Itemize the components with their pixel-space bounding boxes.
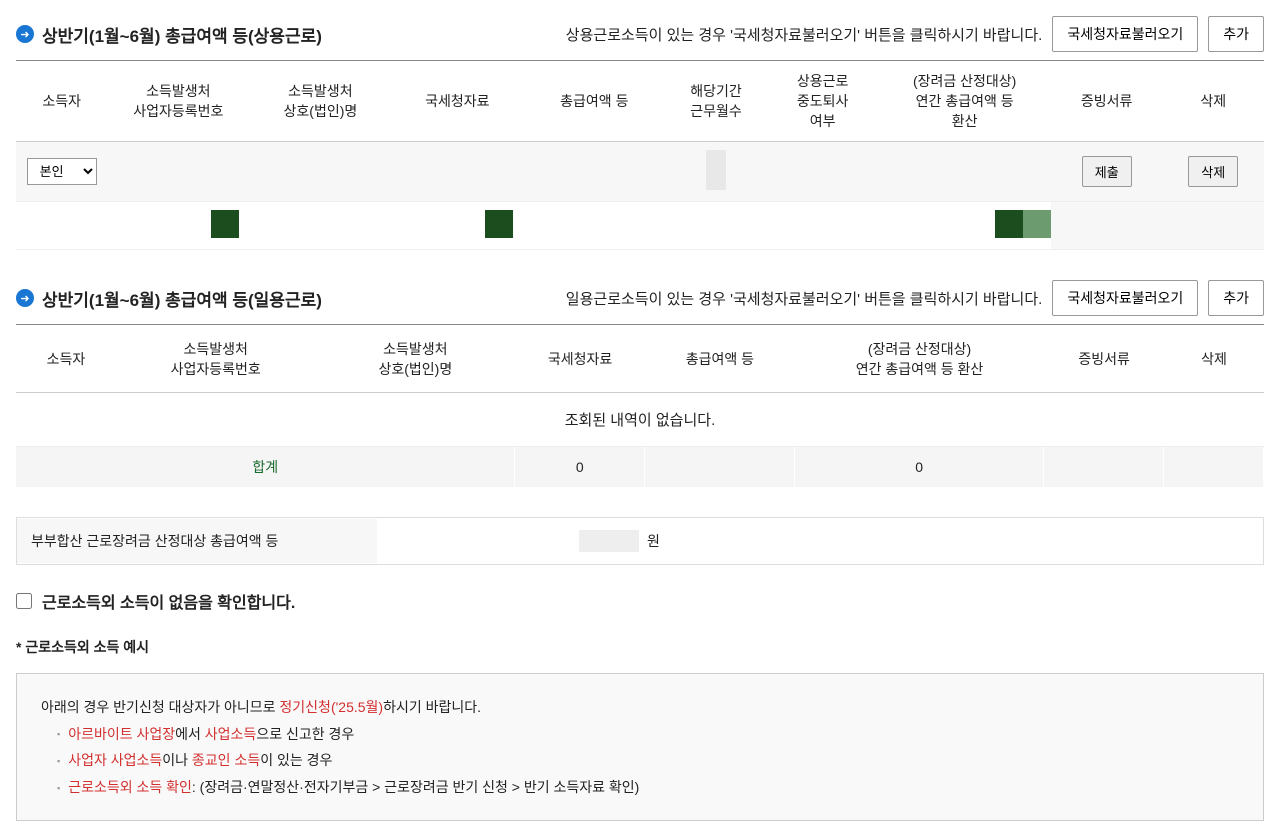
info-bullet-1: 아르바이트 사업장에서 사업소득으로 신고한 경우	[57, 721, 1239, 748]
col-biz-name: 소득발생처상호(법인)명	[316, 325, 516, 393]
submit-button[interactable]: 제출	[1082, 156, 1132, 187]
redacted-cell	[706, 150, 726, 190]
redacted-value	[579, 530, 639, 552]
col-resign: 상용근로중도퇴사여부	[767, 61, 879, 142]
table-regular-income: 소득자 소득발생처사업자등록번호 소득발생처상호(법인)명 국세청자료 총급여액…	[16, 60, 1264, 250]
load-nts-button-2[interactable]: 국세청자료불러오기	[1052, 280, 1198, 316]
load-nts-button-1[interactable]: 국세청자료불러오기	[1052, 16, 1198, 52]
no-other-income-label: 근로소득외 소득이 없음을 확인합니다.	[42, 589, 295, 613]
col-nts-data: 국세청자료	[391, 61, 523, 142]
table-row: 본인 제출 삭제	[16, 142, 1264, 202]
sum-table: 합계 0 0	[16, 447, 1264, 487]
col-total-pay: 총급여액 등	[523, 61, 665, 142]
sum-value-1: 0	[515, 447, 645, 487]
col-delete: 삭제	[1163, 61, 1265, 142]
section1-notice: 상용근로소득이 있는 경우 '국세청자료불러오기' 버튼을 클릭하시기 바랍니다…	[566, 24, 1043, 45]
arrow-right-icon: ➜	[16, 289, 34, 307]
info-bullet-2: 사업자 사업소득이나 종교인 소득이 있는 경우	[57, 747, 1239, 774]
empty-message: 조회된 내역이 없습니다.	[16, 393, 1264, 447]
add-button-2[interactable]: 추가	[1208, 280, 1264, 316]
earner-select[interactable]: 본인	[27, 158, 97, 185]
add-button-1[interactable]: 추가	[1208, 16, 1264, 52]
col-delete: 삭제	[1164, 325, 1264, 393]
col-evidence: 증빙서류	[1044, 325, 1164, 393]
info-box: 아래의 경우 반기신청 대상자가 아니므로 정기신청('25.5월)하시기 바랍…	[16, 673, 1264, 821]
section2-header: ➜ 상반기(1월~6월) 총급여액 등(일용근로) 일용근로소득이 있는 경우 …	[16, 280, 1264, 316]
table-daily-income: 소득자 소득발생처사업자등록번호 소득발생처상호(법인)명 국세청자료 총급여액…	[16, 324, 1264, 393]
section2-notice: 일용근로소득이 있는 경우 '국세청자료불러오기' 버튼을 클릭하시기 바랍니다…	[566, 288, 1043, 309]
col-work-months: 해당기간근무월수	[665, 61, 766, 142]
table-header-row: 소득자 소득발생처사업자등록번호 소득발생처상호(법인)명 국세청자료 총급여액…	[16, 325, 1264, 393]
info-bullet-3: 근로소득외 소득 확인: (장려금·연말정산·전자기부금 > 근로장려금 반기 …	[57, 774, 1239, 801]
delete-row-button[interactable]: 삭제	[1188, 156, 1238, 187]
no-other-income-checkbox[interactable]	[16, 593, 32, 609]
section2-title: 상반기(1월~6월) 총급여액 등(일용근로)	[42, 286, 322, 311]
col-biz-no: 소득발생처사업자등록번호	[116, 325, 316, 393]
confirm-checkbox-row: 근로소득외 소득이 없음을 확인합니다.	[16, 589, 1264, 613]
section1-title: 상반기(1월~6월) 총급여액 등(상용근로)	[42, 22, 322, 47]
col-nts-data: 국세청자료	[515, 325, 645, 393]
summary-row: 부부합산 근로장려금 산정대상 총급여액 등 원	[16, 517, 1264, 565]
col-evidence: 증빙서류	[1051, 61, 1163, 142]
info-line-1: 아래의 경우 반기신청 대상자가 아니므로 정기신청('25.5월)하시기 바랍…	[41, 694, 1239, 721]
section1-header: ➜ 상반기(1월~6월) 총급여액 등(상용근로) 상용근로소득이 있는 경우 …	[16, 16, 1264, 52]
col-earner: 소득자	[16, 61, 107, 142]
sum-value-2: 0	[794, 447, 1043, 487]
summary-label: 부부합산 근로장려금 산정대상 총급여액 등	[17, 519, 377, 563]
summary-unit: 원	[647, 531, 660, 551]
col-annual-calc: (장려금 산정대상)연간 총급여액 등 환산	[795, 325, 1045, 393]
col-biz-name: 소득발생처상호(법인)명	[249, 61, 391, 142]
redacted-block	[211, 210, 239, 238]
redacted-block	[995, 210, 1023, 238]
redacted-block	[485, 210, 513, 238]
col-biz-no: 소득발생처사업자등록번호	[107, 61, 249, 142]
redacted-block	[1023, 210, 1051, 238]
col-earner: 소득자	[16, 325, 116, 393]
example-title: * 근로소득외 소득 예시	[16, 637, 1264, 657]
col-annual-calc: (장려금 산정대상)연간 총급여액 등환산	[878, 61, 1050, 142]
col-total-pay: 총급여액 등	[645, 325, 795, 393]
table-row	[16, 202, 1264, 250]
arrow-right-icon: ➜	[16, 25, 34, 43]
table-header-row: 소득자 소득발생처사업자등록번호 소득발생처상호(법인)명 국세청자료 총급여액…	[16, 61, 1264, 142]
sum-label: 합계	[16, 447, 515, 487]
